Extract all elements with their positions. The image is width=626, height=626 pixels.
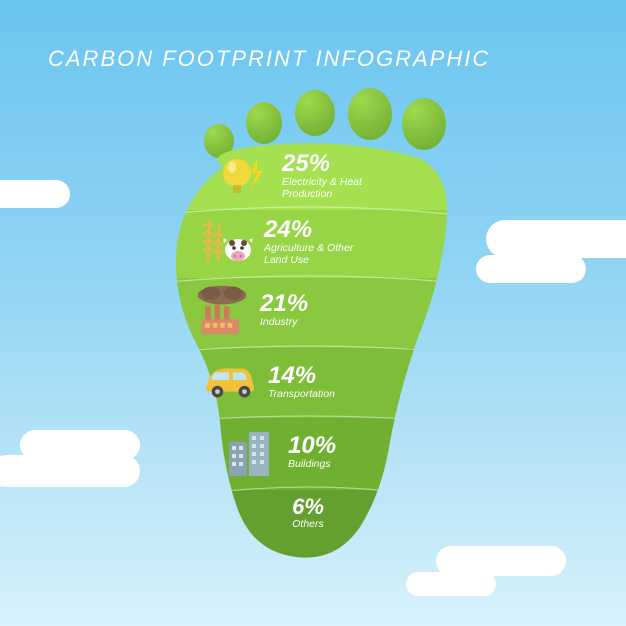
category-percent: 14% — [268, 364, 335, 388]
category-percent: 6% — [292, 496, 324, 518]
category-label: Electricity & Heat Production — [282, 176, 387, 200]
category-label: Others — [292, 518, 324, 530]
category-percent: 25% — [282, 152, 387, 176]
toe — [348, 88, 392, 140]
cloud-decoration — [0, 180, 70, 208]
cloud-decoration — [476, 255, 586, 283]
page-title: CARBON FOOTPRINT INFOGRAPHIC — [48, 46, 490, 72]
category-label: Buildings — [288, 458, 336, 470]
cloud-decoration — [0, 455, 140, 487]
bulb-bolt-icon — [216, 148, 272, 204]
category-label: Transportation — [268, 388, 335, 400]
category-label: Agriculture & Other Land Use — [264, 242, 369, 266]
buildings-icon — [222, 424, 278, 480]
cloud-decoration — [406, 572, 496, 596]
cloud-decoration — [486, 220, 626, 258]
category-industry: 21% Industry — [194, 282, 434, 338]
category-percent: 21% — [260, 292, 308, 316]
category-transportation: 14% Transportation — [202, 354, 432, 410]
factory-icon — [194, 282, 250, 338]
car-icon — [202, 354, 258, 410]
toe — [295, 90, 335, 136]
category-buildings: 10% Buildings — [222, 424, 422, 480]
category-percent: 10% — [288, 434, 336, 458]
category-others: 6% Others — [248, 496, 368, 530]
category-electricity: 25% Electricity & Heat Production — [216, 148, 436, 204]
footprint-body: 25% Electricity & Heat Production — [168, 142, 448, 562]
infographic-canvas: CARBON FOOTPRINT INFOGRAPHIC — [0, 0, 626, 626]
toe — [246, 102, 282, 144]
category-agriculture: 24% Agriculture & Other Land Use — [198, 214, 438, 270]
category-percent: 24% — [264, 218, 369, 242]
wheat-cow-icon — [198, 214, 254, 270]
category-label: Industry — [260, 316, 308, 328]
